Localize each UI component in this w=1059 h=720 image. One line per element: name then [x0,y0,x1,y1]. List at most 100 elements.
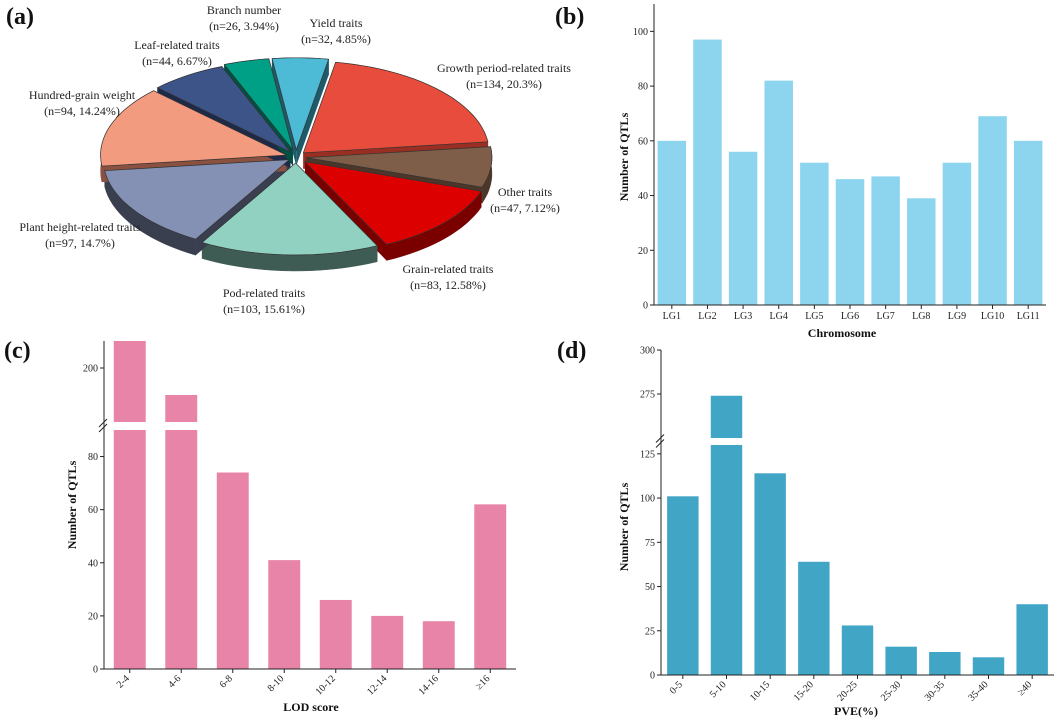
panel-c-y-axis-title: Number of QTLs [65,460,79,549]
panel-b-y-axis-title: Number of QTLs [617,112,631,201]
panel-d-bar-chart: (d) 0-5 5-10 10-15 15-20 20-25 25-30 30-35 35-4… [557,338,1055,718]
b-bar-lg5 [800,162,829,305]
b-xtick-lg9: LG9 [948,311,966,322]
c-axis-break-mark [98,418,108,428]
c-bar-6-8 [216,472,249,669]
pie-slice-grain-related-traits [303,161,482,245]
c-xtick-12-14: 12-14 [365,673,389,697]
c-bar-2-4-upper [113,341,146,422]
c-xtick-16: ≥16 [474,673,493,692]
c-bar-14-16 [422,621,455,669]
pie-slice-growth-period-related-traits [302,61,489,154]
b-ytick-100: 100 [633,27,648,38]
b-xtick-lg8: LG8 [912,311,930,322]
b-xtick-lg10: LG10 [981,311,1004,322]
b-bar-lg4 [764,80,793,305]
pie-value-branch-number: (n=26, 3.94%) [209,19,279,33]
d-xtick-10-15: 10-15 [748,679,772,703]
c-bar-12-14 [371,615,404,669]
c-axis-break-mark [98,423,108,433]
pie-slice-branch-number [223,58,294,151]
c-bar-10-12 [319,599,352,669]
b-xtick-lg7: LG7 [876,311,894,322]
d-bar-5-10 [710,445,743,675]
pie-slice-wall-yield-traits-1 [296,59,329,166]
b-xtick-lg1: LG1 [663,311,681,322]
d-ytick-75: 75 [645,538,655,549]
d-axis-break-gap [662,438,1055,445]
pie-label-other-traits: Other traits [498,185,553,199]
d-ytick-275: 275 [640,390,655,401]
d-bar-20-25 [841,625,874,675]
pie-slice-other-traits [305,146,493,188]
pie-value-grain-related-traits: (n=83, 12.58%) [410,278,486,292]
pie-label-grain-related-traits: Grain-related traits [403,262,494,276]
b-bar-lg8 [907,198,936,305]
b-bar-lg6 [835,179,865,305]
b-bar-lg9 [942,162,972,305]
c-ytick-40: 40 [88,558,98,569]
b-bar-lg3 [728,151,758,305]
d-xtick-25-30: 25-30 [879,679,903,703]
c-xtick-6-8: 6-8 [218,673,235,690]
panel-c-x-axis-title: LOD score [283,700,339,714]
pie-label-pod-related-traits: Pod-related traits [223,286,306,300]
pie-label-leaf-related-traits: Leaf-related traits [134,38,220,52]
b-xtick-lg11: LG11 [1017,311,1040,322]
d-xtick-5-10: 5-10 [708,679,729,700]
d-axis-break-mark [655,434,665,443]
pie-label-branch-number: Branch number [207,3,281,17]
panel-label-d: (d) [557,338,586,364]
pie-value-plant-height-related-traits: (n=97, 14.7%) [45,236,115,250]
d-xtick-30-35: 30-35 [923,679,947,703]
c-ytick-200: 200 [83,364,98,375]
b-bar-lg1 [657,140,687,305]
d-bar-5-10-upper [710,395,743,438]
panel-label-a: (a) [6,4,34,30]
pie-value-pod-related-traits: (n=103, 15.61%) [223,302,305,316]
d-axis-break-mark [655,439,665,448]
b-ytick-20: 20 [638,246,648,257]
b-xtick-lg5: LG5 [805,311,823,322]
pie-slice-plant-height-related-traits [104,159,291,240]
b-ytick-60: 60 [638,136,648,147]
b-xtick-lg3: LG3 [734,311,752,322]
pie-value-yield-traits: (n=32, 4.85%) [301,32,371,46]
pie-label-hundred-grain-weight: Hundred-grain weight [29,88,136,102]
pie-label-growth-period-related-traits: Growth period-related traits [437,61,571,75]
panel-b-bar-chart: (b) LG1 LG2 LG3 LG4 LG5 LG6 LG7 LG8 LG9 LG10 LG11 0… [555,4,1046,340]
c-bar-2-4 [113,430,146,669]
b-xtick-lg2: LG2 [698,311,716,322]
d-bar-10-15 [754,473,786,675]
panel-label-b: (b) [555,4,584,30]
b-ytick-80: 80 [638,82,648,93]
d-xtick-0-5: 0-5 [668,679,685,696]
d-xtick-20-25: 20-25 [835,679,859,703]
b-bar-lg10 [978,116,1007,305]
d-ytick-300: 300 [640,346,655,357]
pie-value-leaf-related-traits: (n=44, 6.67%) [142,54,212,68]
d-ytick-0: 0 [650,671,655,682]
c-bar-8-10 [268,560,301,669]
pie-value-growth-period-related-traits: (n=134, 20.3%) [466,77,542,91]
panel-label-c: (c) [4,338,31,364]
d-ytick-50: 50 [645,582,655,593]
pie-label-plant-height-related-traits: Plant height-related traits [19,220,141,234]
d-bar-30-35 [929,652,961,675]
panel-a-pie-chart: (a) Growth period-related traits (n=134, … [6,3,571,316]
b-bar-lg7 [871,176,900,305]
d-bar-40 [1016,604,1048,675]
c-ytick-0: 0 [93,665,98,676]
b-ytick-40: 40 [638,191,648,202]
pie-slice-leaf-related-traits [156,66,291,153]
d-ytick-125: 125 [640,449,655,460]
pie-label-yield-traits: Yield traits [310,16,363,30]
c-bar-4-6 [165,430,198,669]
d-ytick-25: 25 [645,626,655,637]
d-bar-25-30 [885,646,917,675]
d-xtick-40: ≥40 [1016,679,1035,698]
pie-slice-yield-traits [271,57,330,151]
c-xtick-2-4: 2-4 [115,673,132,690]
panel-b-x-axis-title: Chromosome [808,326,877,340]
